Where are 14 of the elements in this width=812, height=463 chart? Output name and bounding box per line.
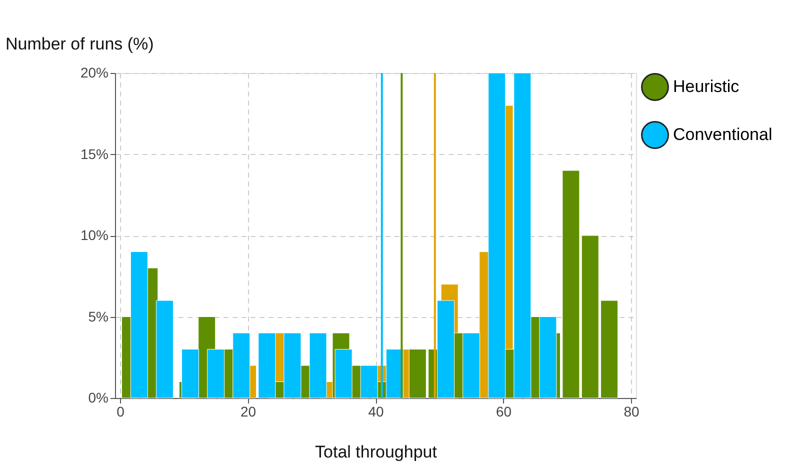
x-tick-label: 0 (116, 404, 125, 420)
y-tick-label: 10% (80, 227, 108, 243)
x-tick-label: 40 (368, 404, 384, 420)
legend-label: Heuristic (673, 77, 740, 96)
legend-label: Conventional (673, 125, 772, 144)
y-tick-label: 15% (80, 146, 108, 162)
y-tick-label: 0% (88, 390, 108, 406)
y-tick-label: 20% (80, 64, 108, 80)
y-tick-label: 5% (88, 308, 108, 324)
x-tick-label: 60 (496, 404, 512, 420)
x-tick-label: 80 (624, 404, 640, 420)
x-axis-title: Total throughput (315, 442, 438, 462)
y-axis-title: Number of runs (%) (6, 34, 154, 54)
x-tick-label: 20 (240, 404, 256, 420)
